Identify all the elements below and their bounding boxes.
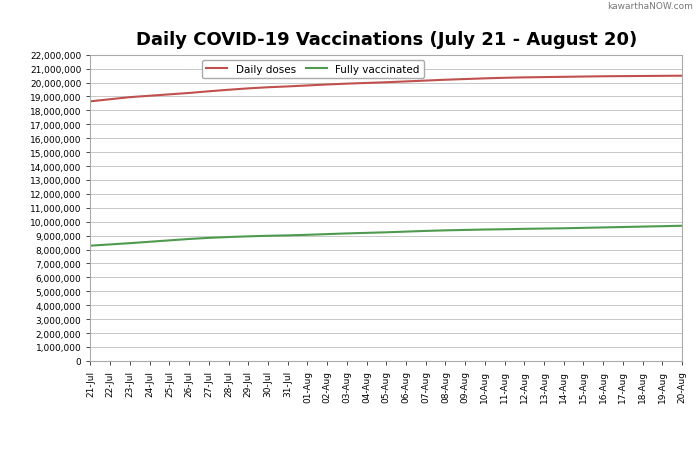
- Daily doses: [560, 75, 568, 81]
- Daily doses: [264, 85, 272, 91]
- Daily doses: [185, 91, 193, 96]
- Daily doses: [638, 74, 647, 80]
- Fully vaccinated: [500, 227, 509, 232]
- Fully vaccinated: [303, 232, 312, 238]
- Daily doses: [441, 78, 450, 83]
- Fully vaccinated: [363, 231, 371, 236]
- Fully vaccinated: [678, 224, 686, 229]
- Fully vaccinated: [342, 231, 351, 237]
- Fully vaccinated: [619, 225, 627, 230]
- Fully vaccinated: [205, 236, 213, 241]
- Daily doses: [205, 89, 213, 95]
- Fully vaccinated: [185, 237, 193, 242]
- Fully vaccinated: [283, 233, 292, 238]
- Daily doses: [323, 82, 331, 88]
- Daily doses: [520, 75, 528, 81]
- Daily doses: [244, 87, 253, 92]
- Title: Daily COVID-19 Vaccinations (July 21 - August 20): Daily COVID-19 Vaccinations (July 21 - A…: [136, 31, 637, 49]
- Text: kawarthaNOW.com: kawarthaNOW.com: [607, 2, 693, 11]
- Daily doses: [283, 84, 292, 90]
- Line: Fully vaccinated: Fully vaccinated: [90, 226, 682, 246]
- Fully vaccinated: [481, 227, 489, 233]
- Fully vaccinated: [540, 226, 548, 232]
- Daily doses: [126, 95, 134, 100]
- Daily doses: [342, 81, 351, 87]
- Fully vaccinated: [402, 229, 410, 235]
- Daily doses: [678, 74, 686, 79]
- Daily doses: [599, 74, 608, 80]
- Daily doses: [402, 80, 410, 85]
- Fully vaccinated: [264, 233, 272, 239]
- Fully vaccinated: [224, 235, 232, 240]
- Fully vaccinated: [599, 225, 608, 231]
- Daily doses: [461, 77, 469, 82]
- Daily doses: [619, 74, 627, 80]
- Fully vaccinated: [579, 225, 587, 231]
- Fully vaccinated: [126, 241, 134, 246]
- Daily doses: [422, 79, 430, 84]
- Fully vaccinated: [106, 242, 114, 248]
- Daily doses: [481, 76, 489, 82]
- Daily doses: [106, 97, 114, 103]
- Daily doses: [540, 75, 548, 81]
- Fully vaccinated: [145, 239, 154, 245]
- Fully vaccinated: [244, 234, 253, 240]
- Daily doses: [579, 75, 587, 80]
- Fully vaccinated: [382, 230, 390, 236]
- Daily doses: [86, 99, 95, 105]
- Fully vaccinated: [323, 232, 331, 238]
- Fully vaccinated: [422, 229, 430, 234]
- Legend: Daily doses, Fully vaccinated: Daily doses, Fully vaccinated: [202, 61, 424, 79]
- Line: Daily doses: Daily doses: [90, 76, 682, 102]
- Fully vaccinated: [86, 244, 95, 249]
- Daily doses: [658, 74, 667, 80]
- Daily doses: [363, 81, 371, 87]
- Fully vaccinated: [560, 226, 568, 232]
- Fully vaccinated: [441, 228, 450, 234]
- Fully vaccinated: [165, 238, 173, 244]
- Fully vaccinated: [520, 226, 528, 232]
- Daily doses: [165, 92, 173, 98]
- Fully vaccinated: [638, 225, 647, 230]
- Fully vaccinated: [461, 228, 469, 233]
- Fully vaccinated: [658, 224, 667, 230]
- Daily doses: [500, 76, 509, 81]
- Daily doses: [382, 80, 390, 86]
- Daily doses: [303, 83, 312, 89]
- Daily doses: [224, 88, 232, 94]
- Daily doses: [145, 94, 154, 99]
